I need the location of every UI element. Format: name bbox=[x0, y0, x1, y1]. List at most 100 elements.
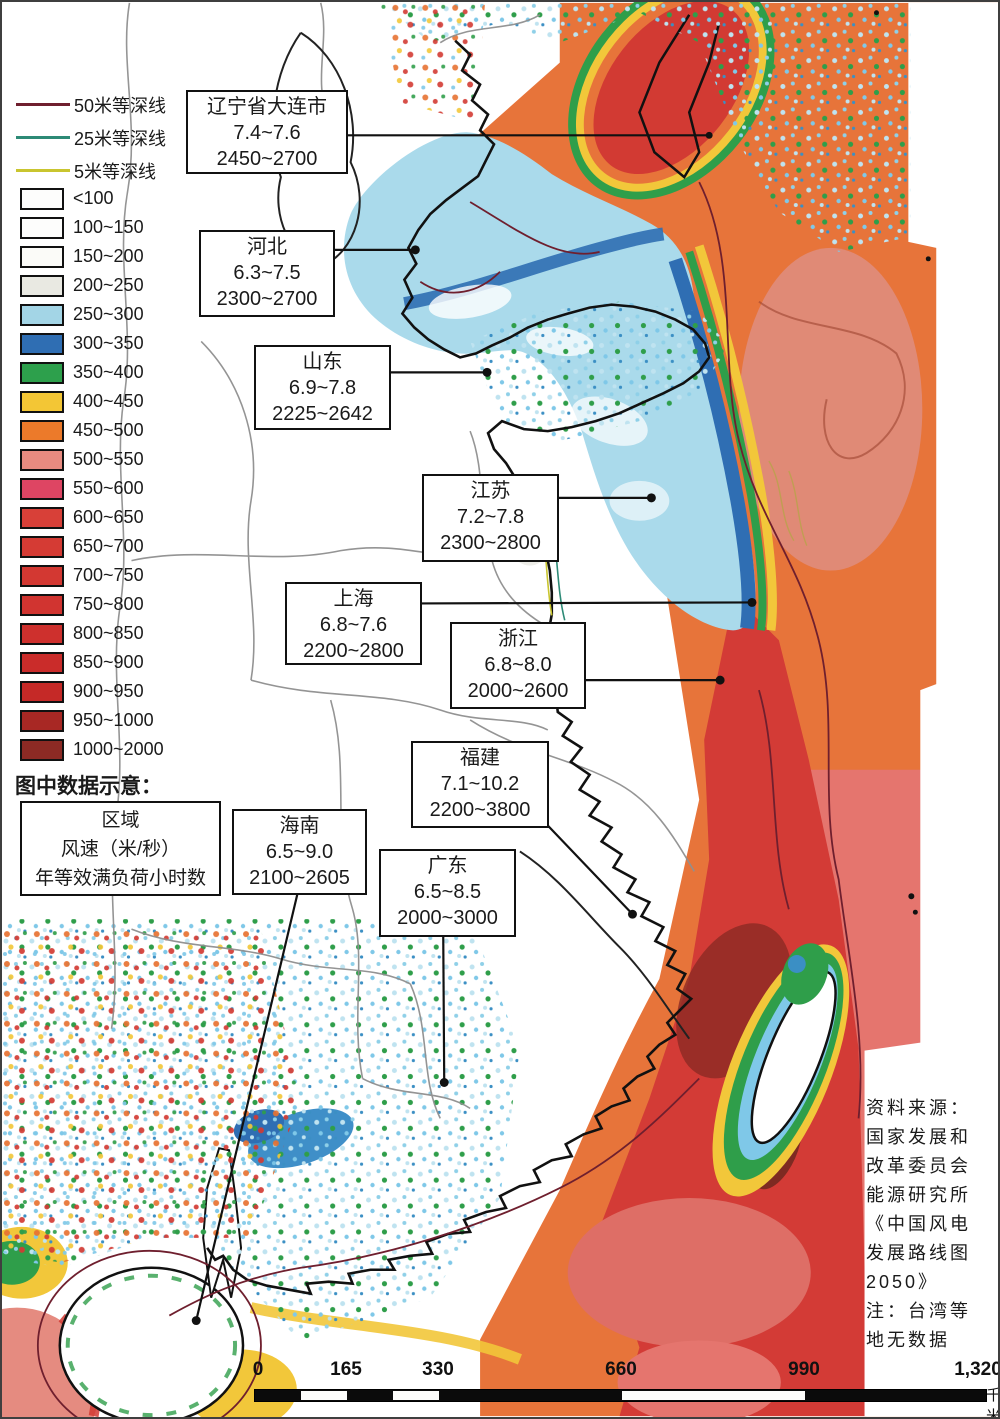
scale-tick-1320: 1,320 bbox=[954, 1359, 1000, 1380]
no-data-margin bbox=[864, 2, 998, 1417]
callout-region: 广东 bbox=[427, 855, 468, 877]
callout-wind-speed: 7.1~10.2 bbox=[440, 773, 520, 795]
callout-full-load-hours: 2200~3800 bbox=[429, 799, 531, 821]
callout-full-load-hours: 2225~2642 bbox=[272, 403, 373, 425]
color-swatch bbox=[20, 477, 64, 500]
color-swatch bbox=[20, 274, 64, 297]
callout-full-load-hours: 2300~2800 bbox=[440, 532, 541, 554]
legend-row: 150~200 bbox=[20, 242, 164, 271]
callout-wind-speed: 6.8~7.6 bbox=[319, 614, 388, 636]
callout-wind-speed: 7.2~7.8 bbox=[456, 506, 525, 528]
legend-row: 350~400 bbox=[20, 358, 164, 387]
legend-row: 700~750 bbox=[20, 561, 164, 590]
callout-hebei: 河北 6.3~7.5 2300~2700 bbox=[199, 230, 335, 317]
legend-contour-25m: 25米等深线 bbox=[16, 121, 166, 154]
legend-row: 200~250 bbox=[20, 271, 164, 300]
color-swatch bbox=[20, 361, 64, 384]
color-swatch bbox=[20, 738, 64, 761]
legend-contours: 50米等深线 25米等深线 5米等深线 bbox=[16, 88, 166, 187]
legend-row: 650~700 bbox=[20, 532, 164, 561]
depth-contour-50m bbox=[36, 181, 862, 1417]
callout-full-load-hours: 2200~2800 bbox=[303, 640, 404, 662]
callout-full-load-hours: 2450~2700 bbox=[216, 148, 318, 170]
contour-5m-label: 5米等深线 bbox=[74, 161, 157, 182]
legend-row: 450~500 bbox=[20, 416, 164, 445]
legend-row: 900~950 bbox=[20, 677, 164, 706]
legend-row: 100~150 bbox=[20, 213, 164, 242]
data-key-title: 图中数据示意： bbox=[15, 775, 162, 798]
legend-row: 550~600 bbox=[20, 474, 164, 503]
contour-25m-label: 25米等深线 bbox=[74, 128, 167, 149]
sea-salmon-north bbox=[739, 247, 923, 571]
callout-hainan: 海南 6.5~9.0 2100~2605 bbox=[232, 809, 367, 895]
color-swatch bbox=[20, 506, 64, 529]
callout-wind-speed: 6.5~8.5 bbox=[413, 881, 482, 903]
legend-row: 800~850 bbox=[20, 619, 164, 648]
legend-color-scale: <100 100~150 150~200 200~250 250~300 300… bbox=[20, 184, 164, 764]
callout-region: 海南 bbox=[279, 815, 320, 837]
legend-row: 750~800 bbox=[20, 590, 164, 619]
taiwan-island bbox=[712, 944, 850, 1197]
callout-region: 江苏 bbox=[470, 480, 511, 502]
callout-zhejiang: 浙江 6.8~8.0 2000~2600 bbox=[450, 622, 586, 709]
legend-row: 600~650 bbox=[20, 503, 164, 532]
contour-5m-line-sample bbox=[16, 169, 70, 172]
color-swatch bbox=[20, 622, 64, 645]
color-swatch bbox=[20, 419, 64, 442]
callout-jiangsu: 江苏 7.2~7.8 2300~2800 bbox=[422, 474, 559, 562]
callout-wind-speed: 6.9~7.8 bbox=[288, 377, 357, 399]
scale-tick-0: 0 bbox=[252, 1359, 264, 1380]
callout-wind-speed: 6.8~8.0 bbox=[484, 654, 552, 676]
legend-contour-5m: 5米等深线 bbox=[16, 154, 166, 187]
color-swatch bbox=[20, 187, 64, 210]
legend-row: 400~450 bbox=[20, 387, 164, 416]
callout-wind-speed: 7.4~7.6 bbox=[233, 122, 301, 144]
scale-unit-label: 千米 bbox=[985, 1387, 1000, 1419]
scale-bar-segment bbox=[393, 1391, 439, 1400]
hainan-island bbox=[58, 1266, 245, 1417]
color-swatch bbox=[20, 245, 64, 268]
islet-dots bbox=[873, 10, 931, 915]
legend-row: 250~300 bbox=[20, 300, 164, 329]
callout-region: 福建 bbox=[460, 747, 500, 769]
callout-region: 浙江 bbox=[498, 628, 538, 650]
callout-full-load-hours: 2000~2600 bbox=[467, 680, 569, 702]
northeast-coast-speckle bbox=[380, 2, 911, 252]
data-key-line-windspeed: 风速（米/秒） bbox=[60, 839, 181, 860]
callout-full-load-hours: 2300~2700 bbox=[216, 288, 318, 310]
source-note: 资料来源： 国家发展和 改革委员会 能源研究所 《中国风电 发展路线图 2050… bbox=[866, 1098, 971, 1350]
shandong-speckle bbox=[470, 301, 730, 442]
sea-pink-south bbox=[567, 1198, 811, 1348]
scale-tick-990: 990 bbox=[788, 1359, 820, 1380]
legend-row: 300~350 bbox=[20, 329, 164, 358]
callout-region: 河北 bbox=[247, 236, 287, 258]
callout-full-load-hours: 2100~2605 bbox=[249, 867, 350, 889]
callout-region: 辽宁省大连市 bbox=[207, 96, 327, 118]
scale-tick-660: 660 bbox=[605, 1359, 637, 1380]
color-swatch bbox=[20, 216, 64, 239]
callout-shandong: 山东 6.9~7.8 2225~2642 bbox=[254, 345, 391, 430]
scale-bar-segment bbox=[622, 1391, 805, 1400]
legend-row: 950~1000 bbox=[20, 706, 164, 735]
data-key-box: 区域 风速（米/秒） 年等效满负荷小时数 bbox=[20, 801, 221, 896]
color-swatch bbox=[20, 564, 64, 587]
color-swatch bbox=[20, 680, 64, 703]
legend-row: 1000~2000 bbox=[20, 735, 164, 764]
legend-row: <100 bbox=[20, 184, 164, 213]
scale-bar-segment bbox=[301, 1391, 347, 1400]
callout-full-load-hours: 2000~3000 bbox=[397, 907, 498, 929]
callout-fujian: 福建 7.1~10.2 2200~3800 bbox=[411, 741, 549, 828]
callout-connectors bbox=[191, 131, 757, 1326]
color-swatch bbox=[20, 332, 64, 355]
callout-wind-speed: 6.5~9.0 bbox=[265, 841, 334, 863]
color-swatch bbox=[20, 593, 64, 616]
callout-wind-speed: 6.3~7.5 bbox=[233, 262, 301, 284]
color-swatch bbox=[20, 535, 64, 558]
callout-guangdong: 广东 6.5~8.5 2000~3000 bbox=[379, 849, 516, 937]
scale-tick-165: 165 bbox=[330, 1359, 362, 1380]
legend-contour-50m: 50米等深线 bbox=[16, 88, 166, 121]
scale-tick-330: 330 bbox=[422, 1359, 454, 1380]
callout-region: 山东 bbox=[302, 351, 343, 373]
callout-shanghai: 上海 6.8~7.6 2200~2800 bbox=[285, 582, 422, 665]
